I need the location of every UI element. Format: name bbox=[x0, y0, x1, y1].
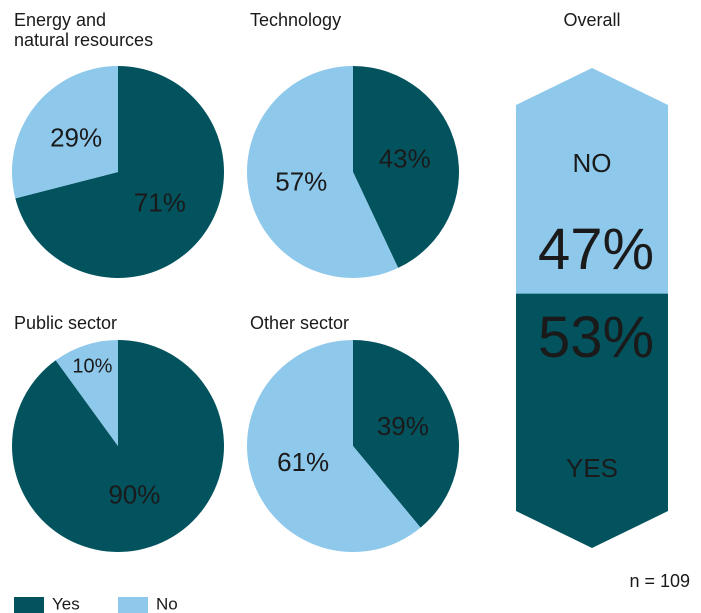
data-label: 39% bbox=[377, 411, 429, 441]
arrow-segment bbox=[516, 293, 668, 548]
legend-label: No bbox=[156, 594, 178, 613]
data-label: 47% bbox=[538, 217, 654, 282]
pie-slice bbox=[247, 66, 399, 278]
pie-slice bbox=[353, 66, 460, 268]
pie-slice bbox=[246, 340, 421, 552]
pie-slice bbox=[55, 340, 118, 446]
chart-title: Technology bbox=[250, 10, 342, 30]
legend-swatch bbox=[14, 597, 44, 613]
data-label: 43% bbox=[379, 143, 431, 173]
data-label: 10% bbox=[72, 356, 112, 378]
data-label: 29% bbox=[50, 122, 102, 152]
chart-title: Public sector bbox=[14, 313, 118, 333]
arrow-segment bbox=[516, 68, 668, 294]
chart-title: Overall bbox=[563, 10, 621, 30]
legend-swatch bbox=[118, 597, 148, 613]
data-label: 90% bbox=[108, 479, 160, 509]
category-label: NO bbox=[573, 148, 612, 178]
chart-title: Energy and natural resources bbox=[14, 10, 154, 50]
pie-slice bbox=[353, 340, 459, 528]
data-label: 71% bbox=[134, 187, 186, 217]
chart-title: Other sector bbox=[250, 313, 350, 333]
note: n = 109 bbox=[629, 571, 690, 591]
legend-label: Yes bbox=[52, 594, 80, 613]
data-label: 61% bbox=[277, 447, 329, 477]
data-label: 53% bbox=[538, 305, 654, 370]
category-label: YES bbox=[566, 453, 618, 483]
pie-slice bbox=[15, 66, 225, 279]
pie-slice bbox=[11, 66, 118, 199]
data-label: 57% bbox=[275, 166, 327, 196]
